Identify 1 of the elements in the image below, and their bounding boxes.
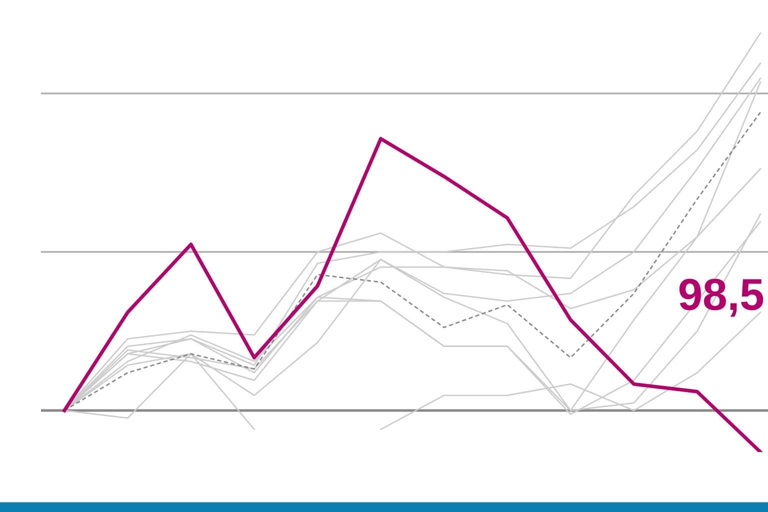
annotation: 98,5: [679, 278, 764, 317]
